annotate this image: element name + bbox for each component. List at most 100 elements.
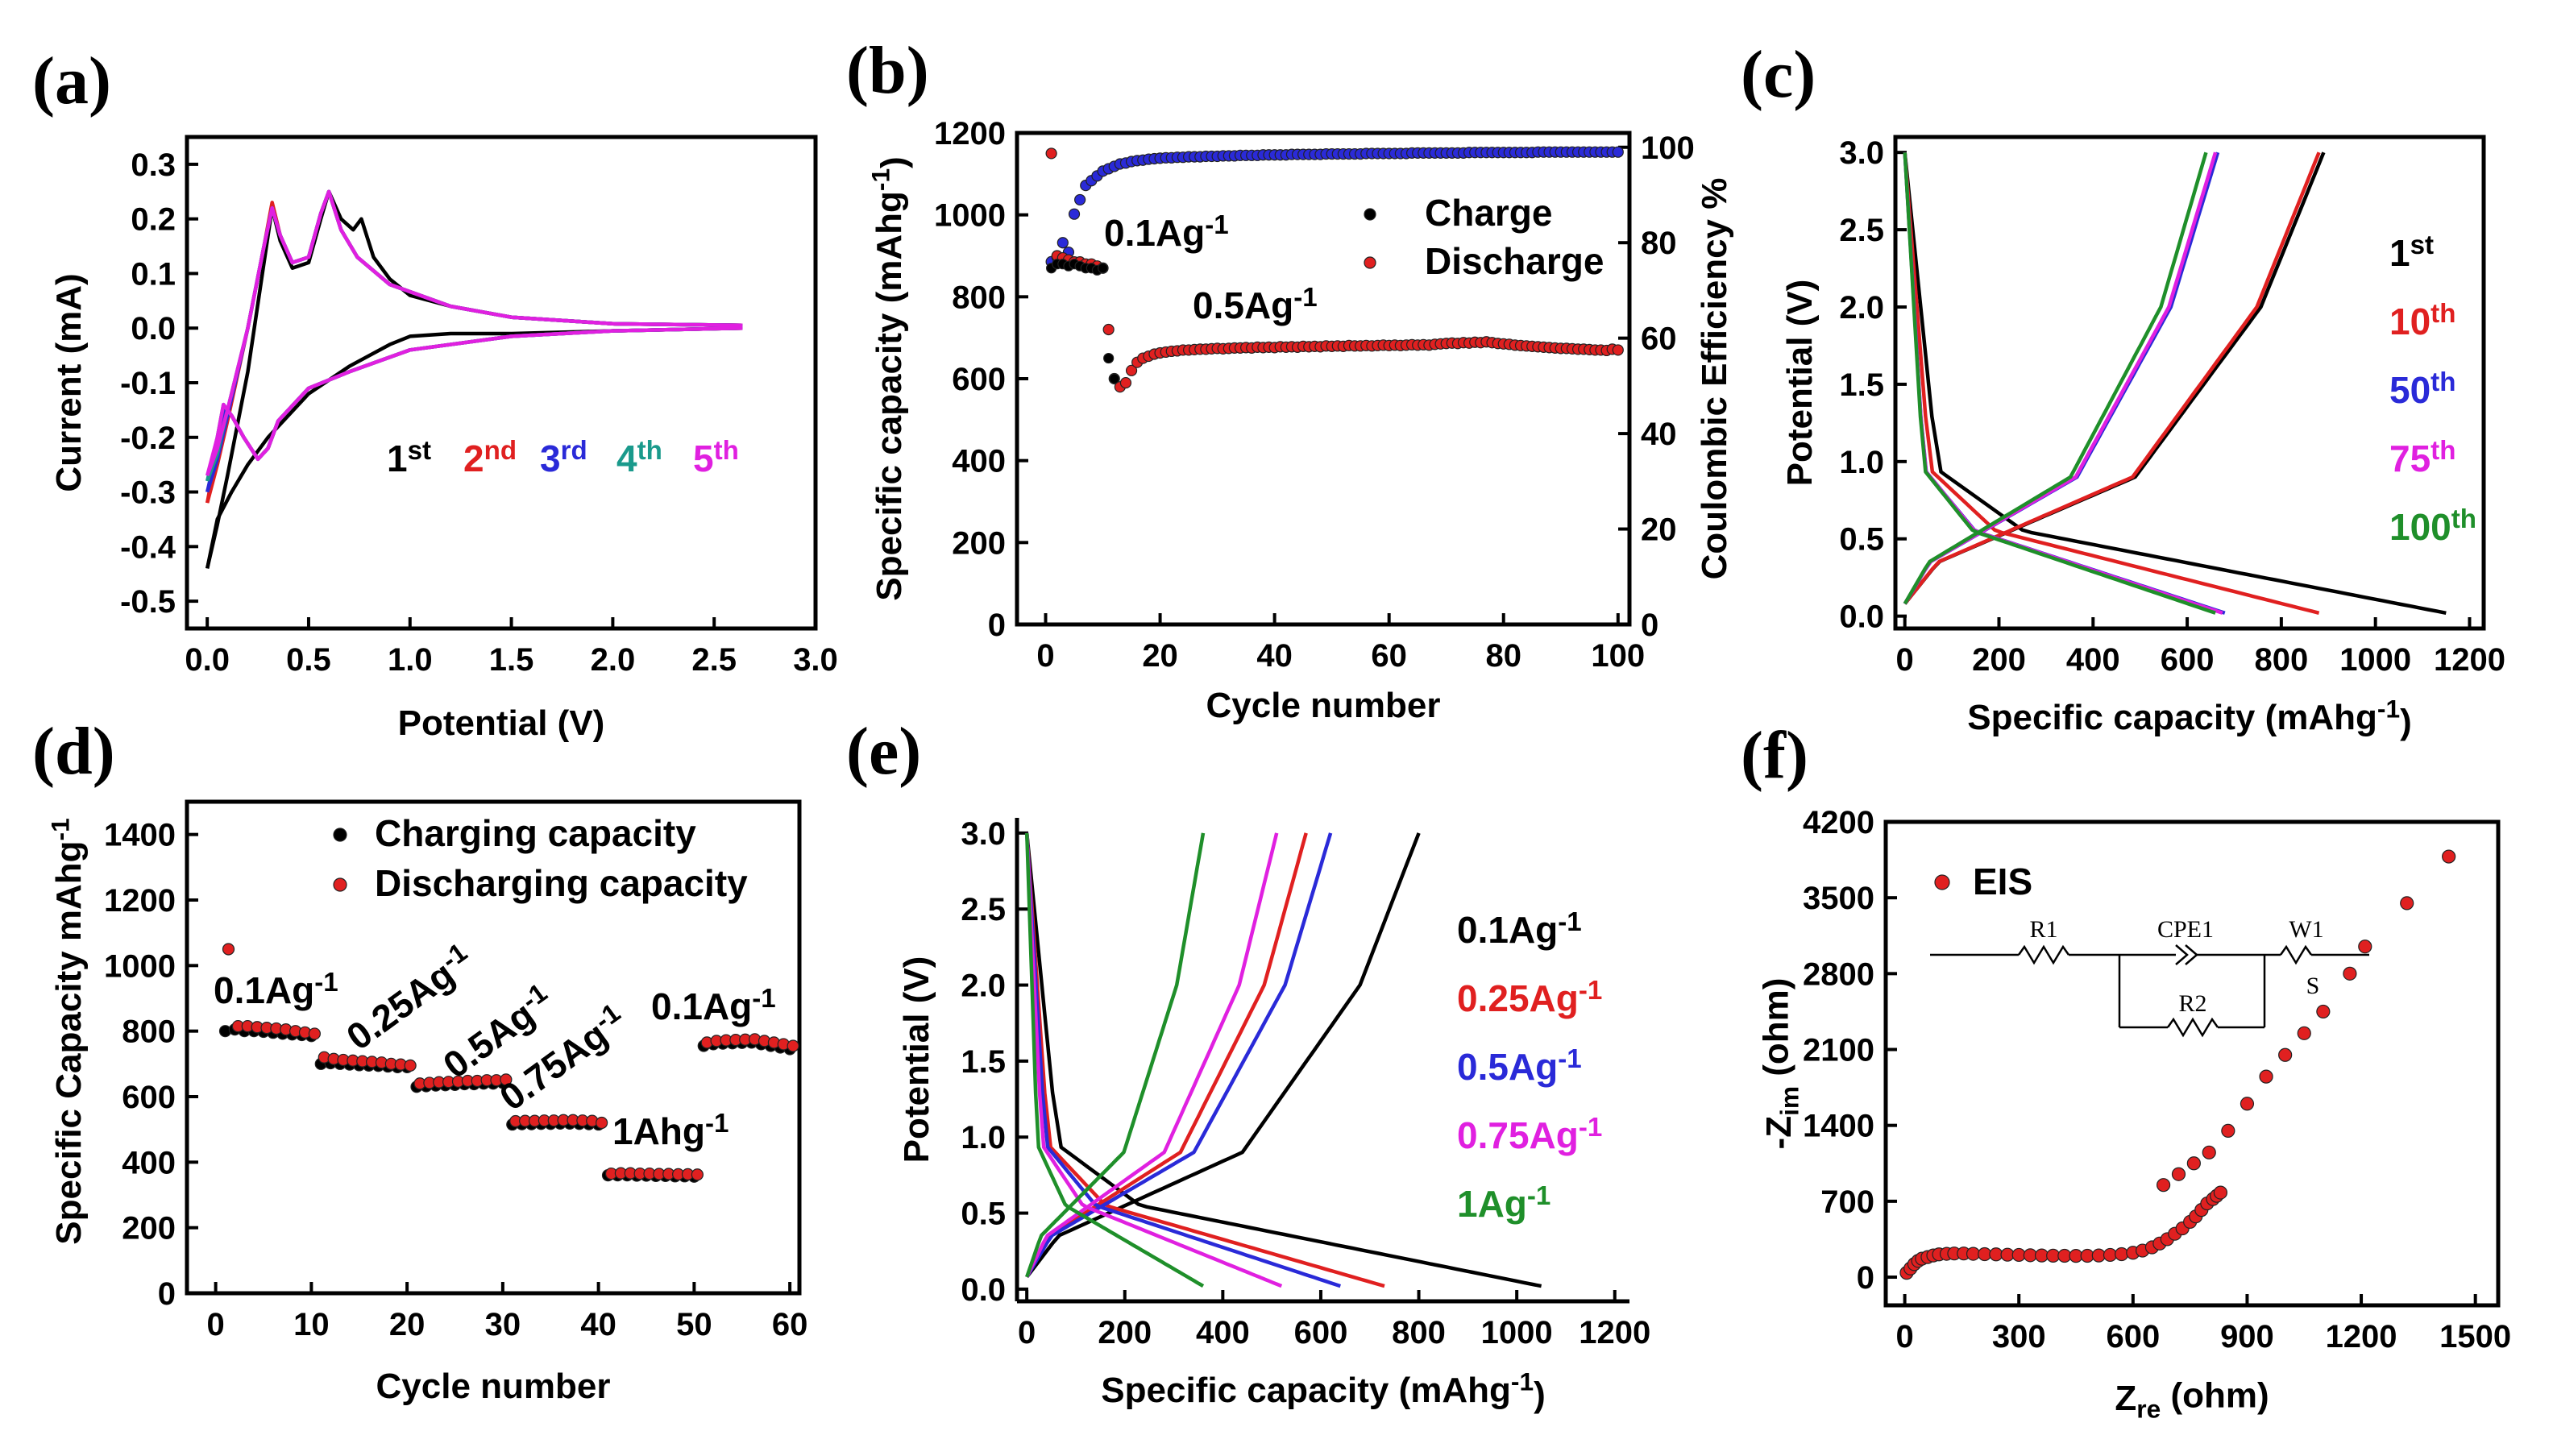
panel-c-x-tick-label: 400 <box>2066 642 2120 678</box>
panel-c-x-axis-label: Specific capacity (mAhg-1) <box>1967 695 2411 742</box>
panel-c-y-tick-label: 1.0 <box>1839 445 1884 480</box>
panel-e-x-tick-label: 800 <box>1392 1315 1446 1350</box>
panel-b-legend-marker-Discharge <box>1364 256 1376 269</box>
panel-a-legend-3rd: 3rd <box>540 436 587 479</box>
panel-c-series-75th-charge <box>1903 151 2218 605</box>
panel-d-annotation-5: 0.1Ag-1 <box>651 984 776 1027</box>
panel-c-legend-1st: 1st <box>2389 230 2434 274</box>
panel-b-legend-Charge: Charge <box>1425 192 1552 234</box>
panel-c-series-1st-discharge <box>1903 151 2447 616</box>
circuit-label-r2: R2 <box>2178 990 2206 1017</box>
panel-a-x-tick-label: 1.5 <box>489 642 534 678</box>
panel-d-y-tick-label: 600 <box>122 1080 176 1115</box>
panel-c-series-50th-discharge <box>1903 152 2226 615</box>
panel-d-x-axis-label: Cycle number <box>376 1367 611 1406</box>
panel-d-discharge-point <box>404 1059 417 1072</box>
panel-a-y-axis-label: Current (mA) <box>49 273 89 492</box>
panel-d-x-tick-label: 20 <box>389 1307 426 1342</box>
panel-f-eis: 0 300 600 900 1200 1500 0 700 1400 2100 2800 3500 42… <box>1756 805 2511 1424</box>
panel-e-y-axis-label: Potential (V) <box>897 956 936 1164</box>
panel-a-y-tick-label: -0.4 <box>120 529 176 565</box>
panel-b-discharge-point <box>1102 323 1115 336</box>
panel-e-series-0.75Ag-1-charge <box>1025 832 1279 1278</box>
panel-e-y-tick-label: 1.0 <box>961 1120 1006 1155</box>
panel-b-annotation-rate-1: 0.1Ag-1 <box>1104 210 1229 254</box>
panel-b-annotation-rate-2: 0.5Ag-1 <box>1193 283 1318 326</box>
panel-f-x-tick-label: 900 <box>2220 1319 2274 1354</box>
panel-b-y-tick-label: 200 <box>952 525 1006 561</box>
panel-d-y-tick-label: 1000 <box>104 948 176 984</box>
panel-e-y-tick-label: 0.0 <box>961 1272 1006 1308</box>
panel-label-a: (a) <box>32 44 111 118</box>
panel-b-x-tick-label: 60 <box>1371 638 1407 674</box>
panel-f-equivalent-circuit: R1 CPE1 W1 R2 S <box>1930 916 2369 1038</box>
panel-e-series-0.5Ag-1-charge <box>1025 832 1333 1278</box>
panel-f-x-tick-label: 300 <box>1992 1319 2046 1354</box>
panel-f-eis-point <box>2343 966 2357 981</box>
panel-b-ce-point <box>1612 146 1624 158</box>
panel-c-y-axis-label: Potential (V) <box>1780 280 1820 487</box>
panel-d-annotation-0: 0.1Ag-1 <box>214 968 338 1011</box>
panel-f-y-tick-label: 1400 <box>1803 1109 1874 1144</box>
panel-d-discharge-point <box>222 943 235 956</box>
panel-b-x-axis-label: Cycle number <box>1206 686 1441 725</box>
panel-a-series-5th-anodic <box>205 189 743 476</box>
panel-c-x-tick-label: 600 <box>2161 642 2215 678</box>
panel-b-y2-tick-label: 80 <box>1641 226 1677 261</box>
panel-c-x-tick-label: 800 <box>2255 642 2309 678</box>
panel-b-y-tick-label: 600 <box>952 362 1006 397</box>
panel-f-eis-point <box>2221 1123 2235 1139</box>
panel-d-y-axis-label: Specific Capacity mAhg-1 <box>46 818 89 1244</box>
panel-b-discharge-point <box>1119 376 1132 389</box>
panel-e-legend-0.5Ag: 0.5Ag-1 <box>1457 1044 1582 1088</box>
panel-a-legend-2nd: 2nd <box>463 436 517 479</box>
panel-e-rate-profiles: 0 200 400 600 800 1000 1200 0.0 0.5 1.0 1.5 2.0 2.5 3… <box>897 816 1650 1415</box>
panel-a-x-axis-label: Potential (V) <box>398 703 605 743</box>
panel-f-y-tick-label: 0 <box>1857 1260 1874 1296</box>
panel-b-y-tick-label: 1200 <box>934 116 1006 151</box>
panel-f-eis-point <box>2171 1167 2186 1181</box>
panel-f-eis-point <box>2278 1047 2293 1062</box>
panel-b-cycling: 0 20 40 60 80 1000200400600800100012000204060… <box>866 116 1734 725</box>
panel-f-x-axis-label: Zre (ohm) <box>2115 1375 2269 1423</box>
circuit-label-w1: W1 <box>2289 916 2323 943</box>
panel-e-legend-0.25Ag: 0.25Ag-1 <box>1457 976 1602 1019</box>
panel-f-eis-point <box>2400 896 2414 911</box>
panel-d-discharge-point <box>787 1039 799 1052</box>
panel-a-plot-frame <box>185 135 818 631</box>
panel-b-ce-point <box>1074 193 1086 206</box>
panel-a-x-tick-label: 1.0 <box>388 642 433 678</box>
panel-a-y-tick-label: 0.0 <box>131 311 176 346</box>
panel-f-x-tick-label: 600 <box>2106 1319 2160 1354</box>
panel-c-y-tick-label: 2.0 <box>1839 290 1884 326</box>
panel-b-x-tick-label: 0 <box>1036 638 1054 674</box>
panel-d-discharge-point <box>308 1027 321 1040</box>
panel-f-eis-point <box>2358 940 2372 954</box>
panel-b-y-tick-label: 1000 <box>934 198 1006 234</box>
circuit-label-s: S <box>2306 973 2320 999</box>
panel-f-legend-marker-EIS <box>1934 874 1950 890</box>
panel-f-y-tick-label: 3500 <box>1803 881 1874 916</box>
panel-d-x-tick-label: 60 <box>772 1307 808 1342</box>
panel-a-x-tick-label: 2.0 <box>591 642 636 678</box>
panel-label-b: (b) <box>846 33 929 108</box>
panel-b-x-tick-label: 40 <box>1256 638 1293 674</box>
panel-c-x-tick-label: 200 <box>1972 642 2026 678</box>
panel-c-y-tick-label: 0.0 <box>1839 599 1884 635</box>
panel-e-series-0.25Ag-1-charge <box>1025 832 1308 1278</box>
panel-f-eis-point <box>2316 1004 2331 1019</box>
panel-c-x-tick-label: 0 <box>1896 642 1914 678</box>
panel-d-discharge-point <box>596 1116 608 1130</box>
panel-b-y2-tick-label: 20 <box>1641 512 1677 548</box>
panel-e-y-tick-label: 0.5 <box>961 1197 1006 1232</box>
panel-c-legend-75th: 75th <box>2389 436 2455 479</box>
panel-f-eis-point <box>2186 1156 2201 1171</box>
panel-b-discharge-point <box>1612 344 1624 356</box>
panel-c-series-50th-charge <box>1903 151 2220 605</box>
panel-a-x-tick-label: 3.0 <box>793 642 838 678</box>
panel-d-annotation-4: 1Ahg-1 <box>612 1109 729 1152</box>
panel-c-y-tick-label: 2.5 <box>1839 213 1884 248</box>
panel-e-y-tick-label: 1.5 <box>961 1044 1006 1080</box>
panel-f-y-tick-label: 4200 <box>1803 805 1874 840</box>
panel-a-y-tick-label: -0.1 <box>120 366 176 401</box>
